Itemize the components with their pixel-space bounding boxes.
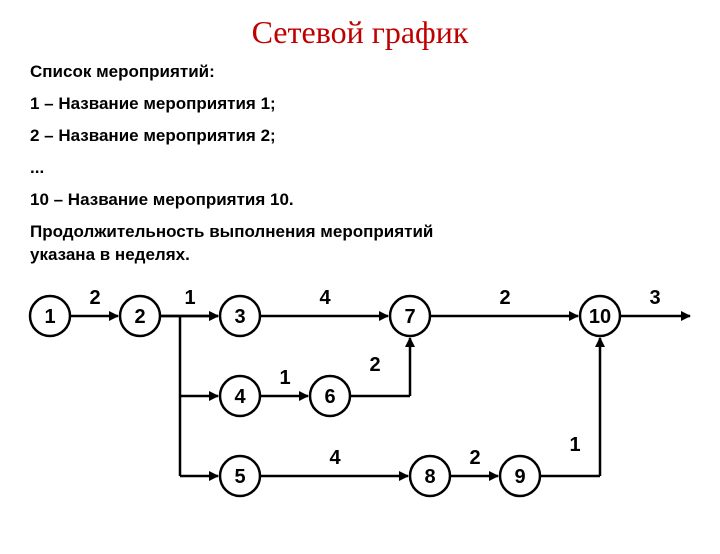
duration-note-line: указана в неделях. <box>30 244 720 266</box>
edge-weight: 2 <box>469 447 480 469</box>
activity-list: Список мероприятий: 1 – Название меропри… <box>30 61 720 266</box>
network-node-label: 1 <box>44 306 55 328</box>
network-node-label: 3 <box>234 306 245 328</box>
edge-weight: 1 <box>279 367 290 389</box>
list-item: 10 – Название мероприятия 10. <box>30 189 720 211</box>
network-node-label: 10 <box>589 306 611 328</box>
network-node-label: 5 <box>234 466 245 488</box>
edge-weight: 4 <box>329 447 341 469</box>
edge-weight: 1 <box>569 434 580 456</box>
network-node-label: 9 <box>514 466 525 488</box>
list-item: 1 – Название мероприятия 1; <box>30 93 720 115</box>
list-item: 2 – Название мероприятия 2; <box>30 125 720 147</box>
edge-weight: 1 <box>184 287 195 309</box>
duration-note-line: Продолжительность выполнения мероприятий <box>30 221 720 243</box>
network-node-label: 8 <box>424 466 435 488</box>
list-item: ... <box>30 157 720 179</box>
network-node-label: 7 <box>404 306 415 328</box>
network-node-label: 4 <box>234 386 246 408</box>
edge-weight: 2 <box>89 287 100 309</box>
list-heading: Список мероприятий: <box>30 61 720 83</box>
network-node-label: 2 <box>134 306 145 328</box>
page-title: Сетевой график <box>0 14 720 51</box>
network-diagram: 2 1 4 2 1 2 4 2 1 3 1 2 3 4 5 6 7 8 9 10 <box>10 276 710 506</box>
network-node-label: 6 <box>324 386 335 408</box>
edge-weight: 3 <box>649 287 660 309</box>
edge-weight: 4 <box>319 287 331 309</box>
edge-weight: 2 <box>499 287 510 309</box>
edge-weight: 2 <box>369 354 380 376</box>
